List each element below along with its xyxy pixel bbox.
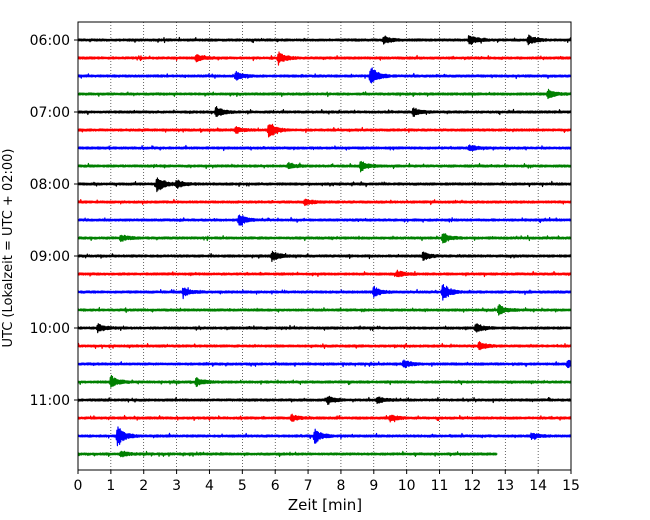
- trace-0800: [77, 177, 572, 193]
- trace-0945: [77, 304, 572, 316]
- trace-1145: [77, 450, 498, 458]
- x-tick-label: 12: [463, 478, 481, 494]
- x-tick-label: 11: [431, 478, 449, 494]
- x-tick-label: 13: [496, 478, 514, 494]
- trace-0715: [77, 123, 572, 138]
- trace-0700: [77, 106, 572, 118]
- trace-1030: [77, 359, 572, 369]
- x-tick-label: 1: [106, 478, 115, 494]
- trace-0630: [77, 67, 572, 84]
- x-tick-label: 3: [172, 478, 181, 494]
- trace-1115: [77, 413, 572, 423]
- trace-0615: [77, 51, 572, 66]
- y-tick-label: 10:00: [30, 321, 70, 337]
- trace-0930: [77, 283, 572, 301]
- y-axis-label: UTC (Lokalzeit = UTC + 02:00): [1, 149, 16, 348]
- x-tick-label: 15: [562, 478, 580, 494]
- trace-0645: [77, 88, 572, 100]
- trace-1130: [77, 426, 572, 447]
- trace-0845: [77, 233, 572, 244]
- trace-0730: [77, 144, 572, 152]
- x-tick-label: 2: [139, 478, 148, 494]
- x-tick-label: 4: [205, 478, 214, 494]
- trace-0900: [77, 250, 572, 263]
- trace-1000: [77, 323, 572, 334]
- trace-layer: [77, 34, 572, 458]
- trace-0830: [77, 214, 572, 226]
- trace-0915: [77, 269, 572, 278]
- trace-0600: [77, 34, 572, 46]
- y-tick-label: 07:00: [30, 105, 70, 121]
- y-tick-label: 11:00: [30, 393, 70, 409]
- trace-1100: [77, 395, 572, 405]
- trace-0815: [77, 198, 572, 207]
- y-tick-label: 06:00: [30, 33, 70, 49]
- x-tick-label: 0: [74, 478, 83, 494]
- x-tick-label: 10: [398, 478, 416, 494]
- y-tick-label: 08:00: [30, 177, 70, 193]
- y-tick-label: 09:00: [30, 249, 70, 265]
- x-tick-label: 5: [238, 478, 247, 494]
- x-axis-label: Zeit [min]: [288, 496, 362, 514]
- x-tick-label: 8: [336, 478, 345, 494]
- x-tick-label: 9: [369, 478, 378, 494]
- x-tick-label: 14: [529, 478, 547, 494]
- x-tick-label: 6: [271, 478, 280, 494]
- trace-0745: [77, 160, 572, 173]
- tick-layer: 0 1 2 3 4 5 6 7 8 9 10 11 12 13 14 1506:0007:0008:0009:…: [30, 33, 580, 494]
- trace-1045: [77, 374, 572, 388]
- x-tick-label: 7: [304, 478, 313, 494]
- plot-frame: [77, 21, 572, 471]
- trace-1015: [77, 341, 572, 351]
